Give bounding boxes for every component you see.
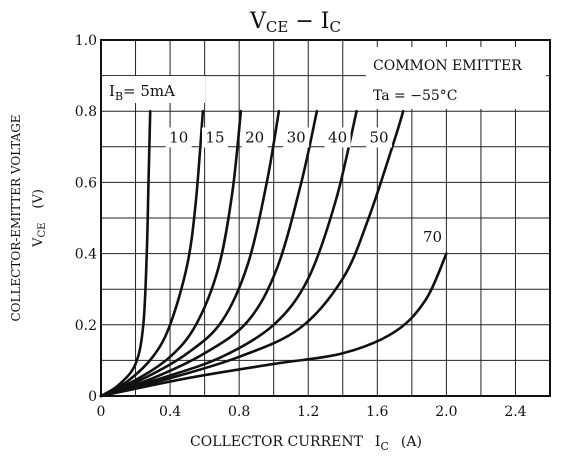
curve-label-20: 20 — [245, 128, 264, 146]
curves — [99, 109, 448, 398]
curve-label-bg — [324, 127, 351, 148]
curve-label-70: 70 — [423, 228, 442, 246]
x-tick-label: 1.6 — [366, 404, 388, 420]
ib-label: IB= 5mA — [109, 82, 175, 103]
series-curve-20 — [99, 109, 281, 398]
x-tick-label: 2.4 — [504, 404, 526, 420]
curve-label-30: 30 — [287, 128, 306, 146]
y-tick-label: 0.2 — [75, 318, 97, 334]
series-curve-15 — [99, 109, 243, 398]
curve-label-bg — [201, 127, 228, 148]
curve-labels: 10 15 20 30 40 50 70 — [165, 127, 446, 248]
curve-label-bg — [165, 127, 192, 148]
y-axis-label-symbol: VCE(V) — [31, 189, 48, 248]
y-tick-label: 0.8 — [75, 104, 97, 120]
series-curve-70 — [99, 252, 448, 398]
x-axis-label: COLLECTOR CURRENT IC (A) — [190, 434, 422, 453]
curve-label-10: 10 — [169, 128, 188, 146]
x-tick-label: 1.2 — [297, 404, 319, 420]
x-tick-label: 0 — [97, 404, 106, 420]
x-tick-label: 0.4 — [159, 404, 181, 420]
curve-label-50: 50 — [369, 128, 388, 146]
y-tick-label: 0.6 — [75, 175, 97, 191]
series-curve-30 — [99, 109, 319, 398]
ib-label-box — [105, 76, 205, 103]
condition-common-emitter: COMMON EMITTER — [373, 58, 522, 74]
y-ticks: 0 0.2 0.4 0.6 0.8 1.0 — [75, 33, 97, 405]
x-tick-label: 2.0 — [435, 404, 457, 420]
condition-temperature: Ta = −55°C — [373, 88, 458, 104]
y-tick-label: 0 — [88, 389, 97, 405]
x-tick-label: 0.8 — [228, 404, 250, 420]
y-axis-label: COLLECTOR-EMITTER VOLTAGE — [9, 114, 23, 321]
y-tick-label: 0.4 — [75, 247, 97, 263]
plot-frame — [100, 39, 551, 397]
series-curve-10 — [99, 109, 205, 398]
curve-label-bg — [241, 127, 268, 148]
curve-label-40: 40 — [328, 128, 347, 146]
curve-label-bg — [366, 127, 393, 148]
curve-label-bg — [419, 227, 446, 248]
series-curve-5mA — [99, 109, 152, 398]
y-tick-label: 1.0 — [75, 33, 97, 49]
curve-label-bg — [283, 127, 310, 148]
condition-box — [366, 47, 546, 109]
x-ticks: 0 0.4 0.8 1.2 1.6 2.0 2.4 — [97, 404, 527, 420]
chart-title: VCE − IC — [249, 9, 341, 36]
series-curve-50 — [99, 109, 405, 398]
series-curve-40 — [99, 109, 358, 398]
curve-label-15: 15 — [205, 128, 224, 146]
